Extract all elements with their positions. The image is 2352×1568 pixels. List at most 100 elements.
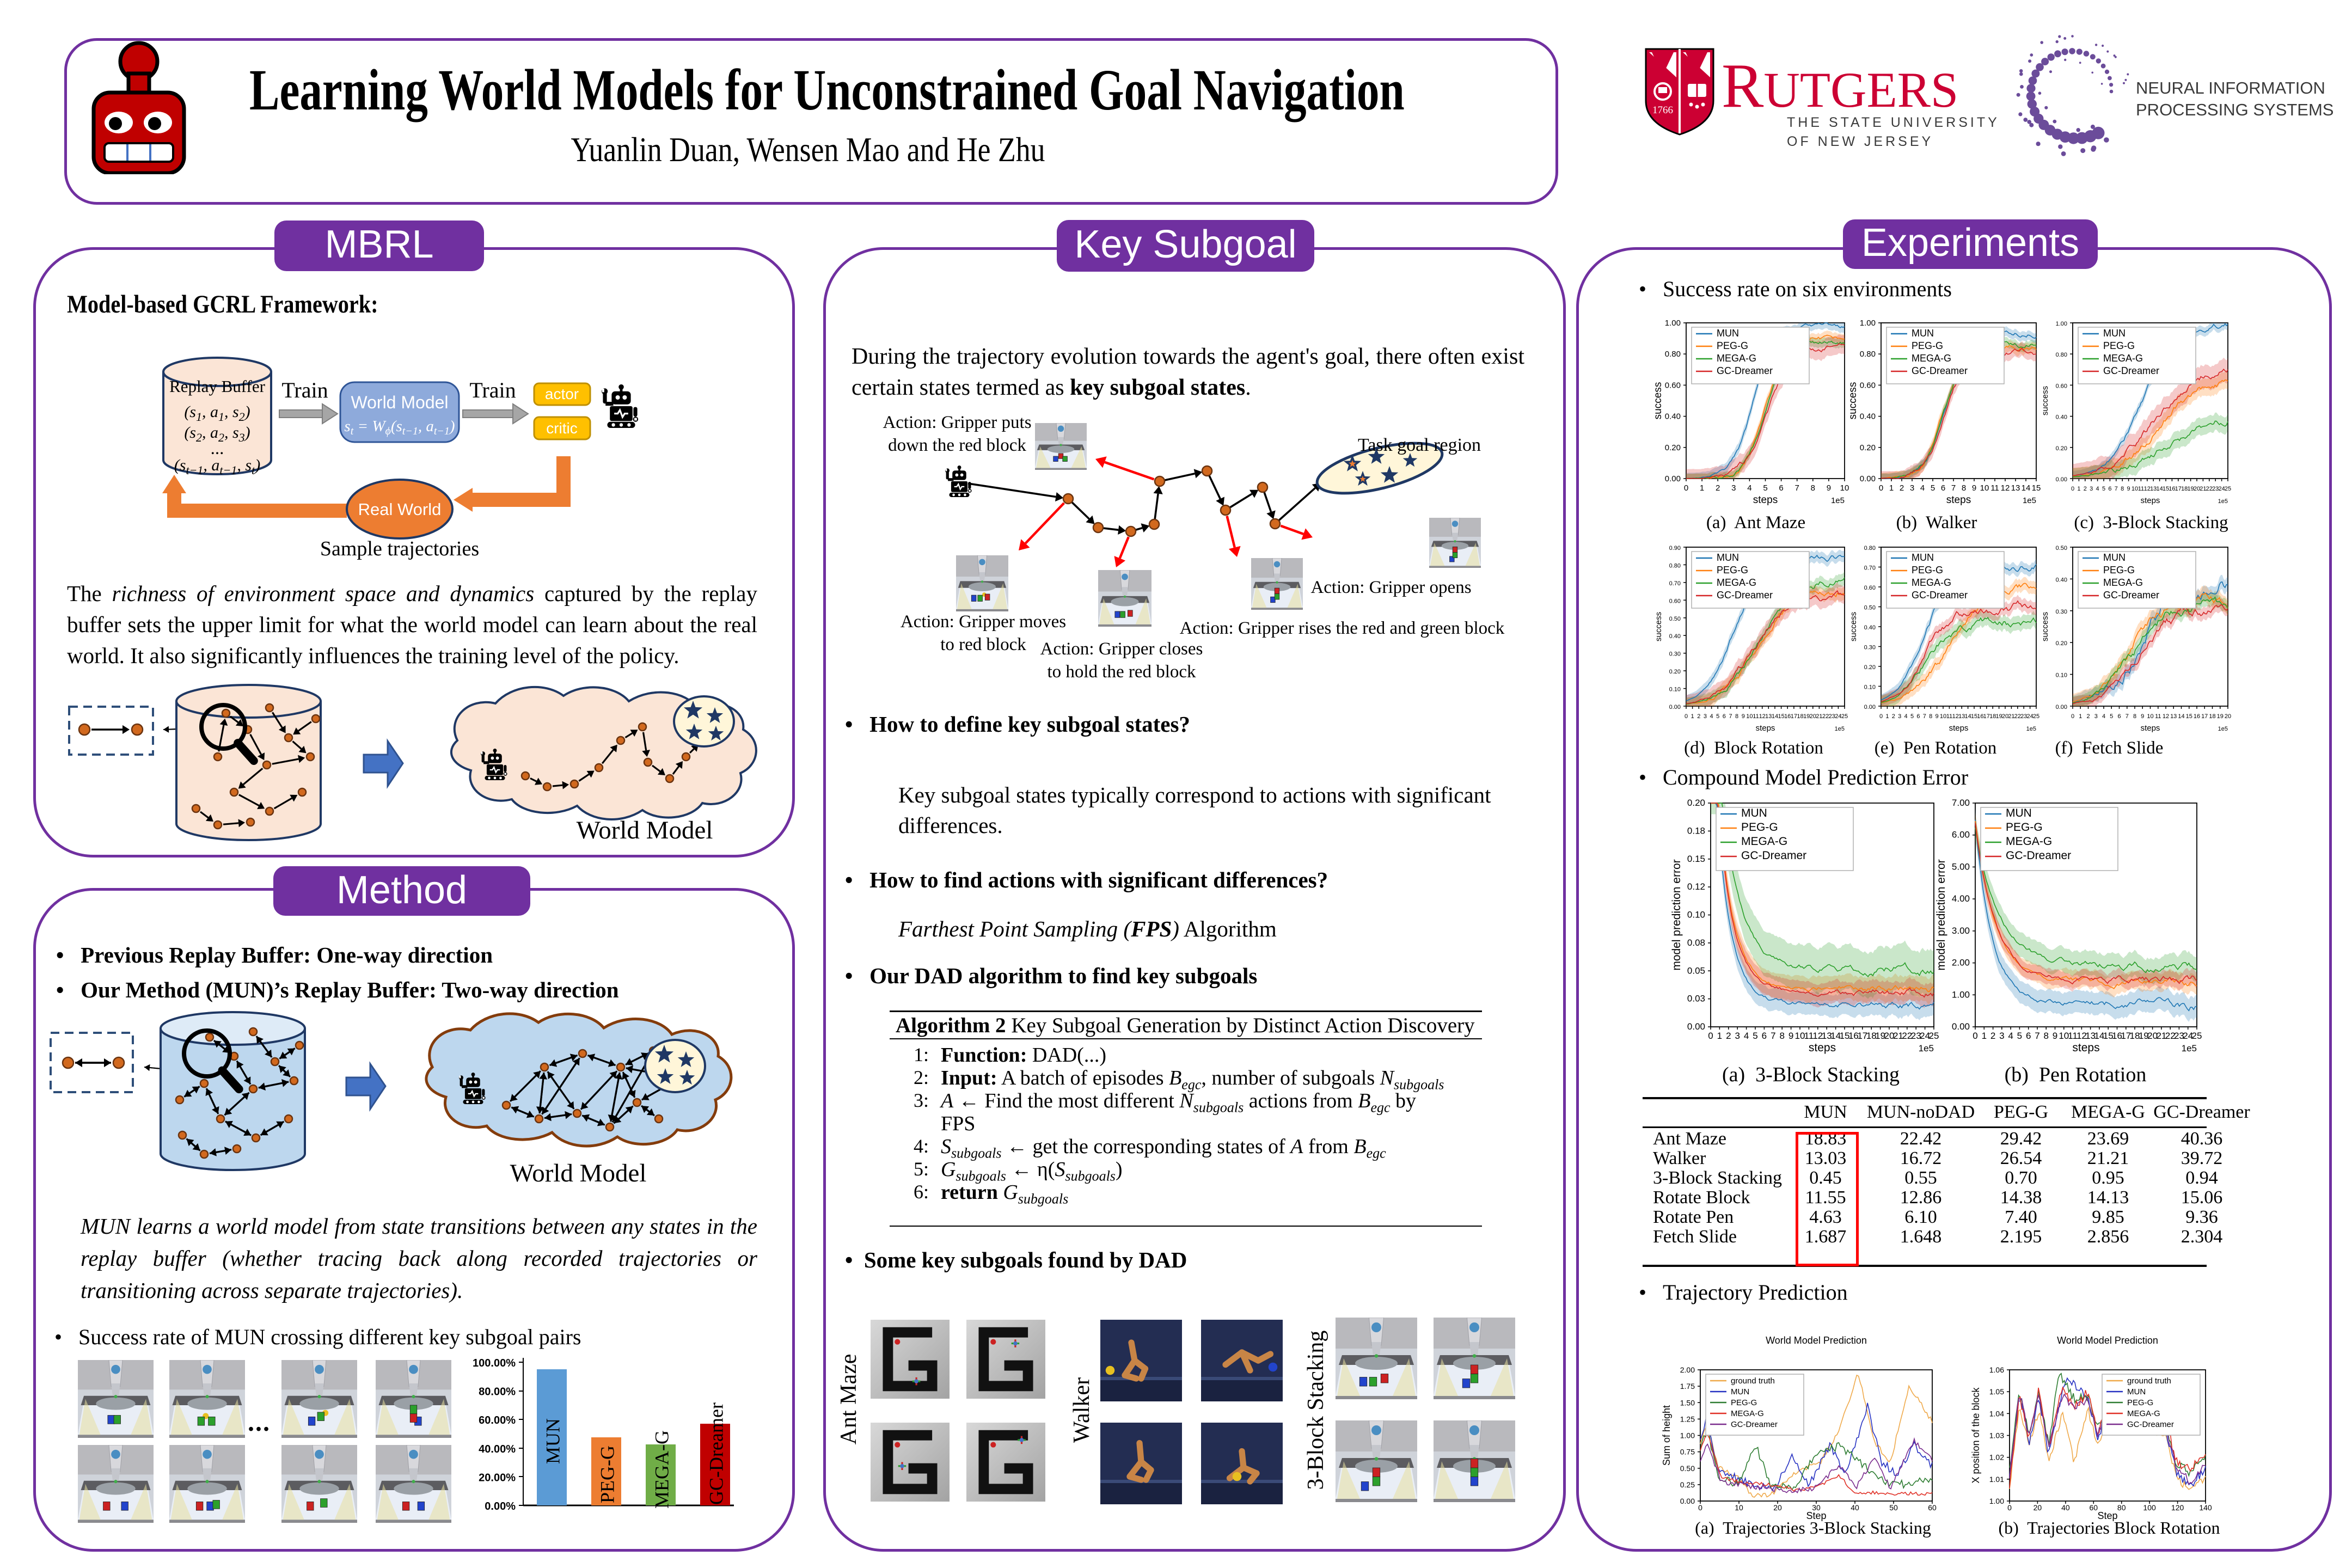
svg-text:0.00: 0.00 bbox=[2056, 704, 2067, 710]
svg-text:4: 4 bbox=[1747, 483, 1751, 493]
svg-text:3: 3 bbox=[2090, 486, 2093, 492]
svg-text:steps: steps bbox=[1753, 494, 1778, 506]
svg-text:11: 11 bbox=[2155, 713, 2161, 720]
svg-text:0.60: 0.60 bbox=[1665, 381, 1681, 390]
svg-text:6.00: 6.00 bbox=[1952, 830, 1970, 840]
svg-text:18: 18 bbox=[2181, 486, 2188, 492]
svg-text:2: 2 bbox=[1716, 483, 1720, 493]
svg-text:Train: Train bbox=[281, 378, 328, 402]
svg-text:9: 9 bbox=[1972, 483, 1976, 493]
svg-text:20: 20 bbox=[1884, 1031, 1895, 1041]
svg-text:3: 3 bbox=[1735, 1031, 1739, 1041]
svg-text:MUN: MUN bbox=[542, 1418, 564, 1464]
svg-text:6: 6 bbox=[1762, 1031, 1767, 1041]
svg-text:1: 1 bbox=[1982, 1031, 1987, 1041]
svg-text:PEG-G: PEG-G bbox=[1717, 565, 1748, 575]
svg-text:15: 15 bbox=[2032, 483, 2041, 493]
svg-text:0: 0 bbox=[2071, 486, 2074, 492]
svg-text:12: 12 bbox=[2077, 1031, 2087, 1041]
svg-text:30: 30 bbox=[1812, 1503, 1821, 1512]
svg-text:0.05: 0.05 bbox=[1687, 965, 1705, 976]
svg-text:2: 2 bbox=[1900, 483, 1904, 493]
svg-text:15: 15 bbox=[2163, 486, 2169, 492]
svg-text:8: 8 bbox=[1735, 713, 1738, 720]
svg-text:40.00%: 40.00% bbox=[479, 1443, 516, 1455]
svg-text:(st−1, at−1, st): (st−1, at−1, st) bbox=[174, 456, 260, 477]
svg-text:0.10: 0.10 bbox=[1864, 684, 1876, 691]
svg-text:0.10: 0.10 bbox=[1669, 687, 1681, 693]
svg-text:NEURAL INFORMATION: NEURAL INFORMATION bbox=[2136, 78, 2325, 97]
svg-text:1.03: 1.03 bbox=[1989, 1431, 2004, 1440]
svg-text:0.20: 0.20 bbox=[1860, 443, 1876, 452]
svg-text:success: success bbox=[1654, 612, 1663, 641]
svg-text:15: 15 bbox=[2103, 1031, 2114, 1041]
svg-text:23: 23 bbox=[2212, 486, 2219, 492]
svg-text:3: 3 bbox=[1731, 483, 1736, 493]
svg-text:0.80: 0.80 bbox=[1665, 350, 1681, 359]
svg-text:MEGA-G: MEGA-G bbox=[2103, 353, 2143, 364]
svg-text:0.50: 0.50 bbox=[2056, 545, 2067, 552]
svg-text:4: 4 bbox=[1904, 713, 1908, 720]
svg-text:1.04: 1.04 bbox=[1989, 1409, 2004, 1418]
svg-text:Sample trajectories: Sample trajectories bbox=[320, 537, 479, 560]
svg-text:25: 25 bbox=[2225, 486, 2231, 492]
svg-text:7: 7 bbox=[2115, 486, 2118, 492]
svg-text:17: 17 bbox=[1983, 713, 1990, 720]
svg-text:10: 10 bbox=[1746, 713, 1753, 720]
svg-text:9: 9 bbox=[2141, 713, 2144, 720]
svg-text:15: 15 bbox=[2186, 713, 2192, 720]
svg-text:25: 25 bbox=[2192, 1031, 2202, 1041]
svg-text:7: 7 bbox=[2126, 713, 2129, 720]
svg-text:5.00: 5.00 bbox=[1952, 861, 1970, 872]
svg-text:14: 14 bbox=[2094, 1031, 2104, 1041]
svg-text:3: 3 bbox=[1999, 1031, 2004, 1041]
svg-text:PEG-G: PEG-G bbox=[1731, 1398, 1757, 1407]
svg-text:MUN: MUN bbox=[2103, 328, 2126, 339]
svg-text:13: 13 bbox=[2150, 486, 2157, 492]
svg-text:MEGA-G: MEGA-G bbox=[1912, 353, 1951, 364]
svg-text:MUN: MUN bbox=[2006, 807, 2032, 819]
svg-text:25: 25 bbox=[1929, 1031, 1939, 1041]
svg-text:4: 4 bbox=[1920, 483, 1925, 493]
svg-text:21: 21 bbox=[1816, 713, 1822, 720]
svg-text:22: 22 bbox=[2206, 486, 2213, 492]
svg-text:0.40: 0.40 bbox=[1864, 624, 1876, 631]
svg-text:12: 12 bbox=[2001, 483, 2010, 493]
svg-text:120: 120 bbox=[2171, 1503, 2184, 1512]
svg-text:MUN: MUN bbox=[1717, 552, 1739, 563]
svg-text:14: 14 bbox=[1772, 713, 1778, 720]
svg-text:2: 2 bbox=[2086, 713, 2090, 720]
svg-text:MEGA-G: MEGA-G bbox=[651, 1430, 673, 1509]
svg-text:6: 6 bbox=[1916, 713, 1920, 720]
svg-text:0.00: 0.00 bbox=[1669, 704, 1681, 710]
svg-text:40: 40 bbox=[1851, 1503, 1859, 1512]
svg-text:0: 0 bbox=[2071, 713, 2074, 720]
svg-text:1e5: 1e5 bbox=[1831, 496, 1845, 505]
svg-text:Step: Step bbox=[1806, 1510, 1826, 1521]
svg-text:20: 20 bbox=[1773, 1503, 1782, 1512]
svg-text:23: 23 bbox=[2020, 713, 2027, 720]
svg-text:down the red block: down the red block bbox=[888, 436, 1026, 455]
svg-text:Train: Train bbox=[469, 378, 516, 402]
svg-text:9: 9 bbox=[1742, 713, 1745, 720]
svg-text:5: 5 bbox=[2017, 1031, 2022, 1041]
svg-text:MUN: MUN bbox=[1741, 807, 1767, 819]
svg-text:60: 60 bbox=[2090, 1503, 2098, 1512]
svg-text:17: 17 bbox=[2201, 713, 2208, 720]
svg-text:21: 21 bbox=[1893, 1031, 1903, 1041]
svg-text:0.60: 0.60 bbox=[1669, 598, 1681, 604]
svg-text:0.40: 0.40 bbox=[1860, 412, 1876, 421]
svg-text:17: 17 bbox=[2175, 486, 2182, 492]
svg-text:5: 5 bbox=[1716, 713, 1719, 720]
svg-text:GC-Dreamer: GC-Dreamer bbox=[2103, 590, 2159, 601]
svg-text:World Model Prediction: World Model Prediction bbox=[1766, 1335, 1867, 1346]
svg-text:1.05: 1.05 bbox=[1989, 1387, 2004, 1396]
svg-text:18: 18 bbox=[1989, 713, 1996, 720]
svg-text:5: 5 bbox=[1931, 483, 1935, 493]
svg-text:22: 22 bbox=[2165, 1031, 2176, 1041]
svg-text:19: 19 bbox=[2139, 1031, 2149, 1041]
svg-text:PEG-G: PEG-G bbox=[597, 1445, 618, 1503]
svg-text:success: success bbox=[1849, 612, 1858, 641]
svg-text:GC-Dreamer: GC-Dreamer bbox=[2127, 1420, 2174, 1429]
svg-text:(s1, a1, s2): (s1, a1, s2) bbox=[184, 403, 250, 424]
